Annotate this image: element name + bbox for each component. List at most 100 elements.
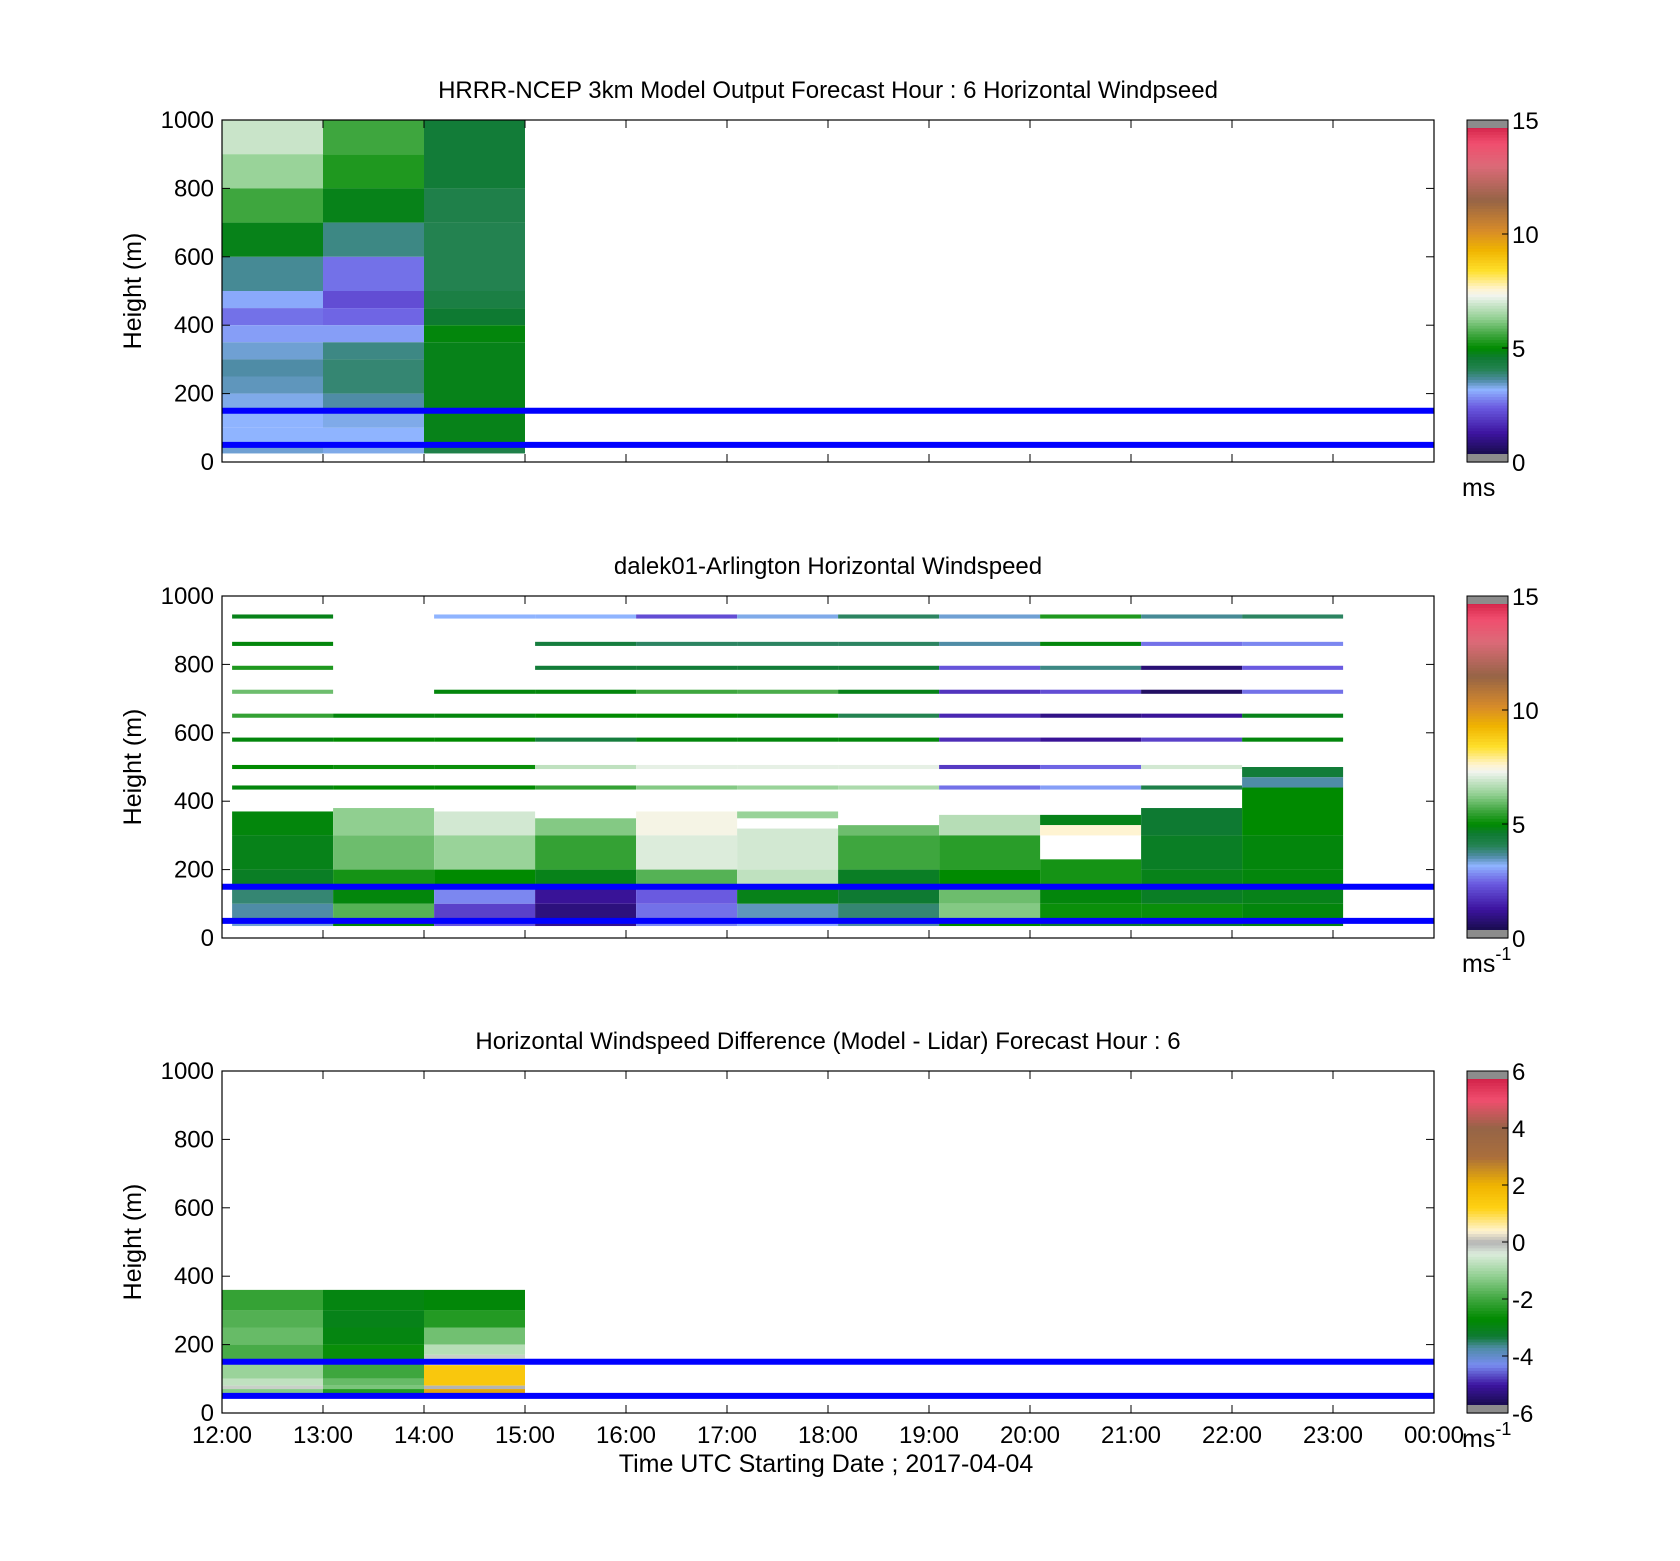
heatmap-cell xyxy=(222,1310,323,1328)
colorbar-segment xyxy=(1467,1350,1508,1354)
colorbar-segment xyxy=(1467,772,1508,777)
heatmap-cell xyxy=(737,869,839,887)
colorbar-tick-label: -2 xyxy=(1512,1287,1533,1314)
colorbar-segment xyxy=(1467,151,1508,155)
y-tick-label: 200 xyxy=(174,1332,214,1359)
heatmap-cell xyxy=(1141,665,1243,670)
heatmap-cell xyxy=(636,713,738,718)
colorbar-segment xyxy=(1467,755,1508,760)
colorbar-segment xyxy=(1467,236,1508,241)
heatmap-cell xyxy=(323,154,424,189)
heatmap-cell xyxy=(434,713,536,718)
colorbar-segment xyxy=(1467,262,1508,266)
colorbar-segment xyxy=(1467,410,1508,415)
panel-title: dalek01-Arlington Horizontal Windspeed xyxy=(614,553,1042,580)
heatmap-cell xyxy=(222,1361,323,1379)
colorbar-segment xyxy=(1467,615,1508,620)
y-tick-label: 600 xyxy=(174,720,214,747)
colorbar-segment xyxy=(1467,664,1508,668)
colorbar-segment xyxy=(1467,1353,1508,1357)
colorbar-segment xyxy=(1467,385,1508,389)
heatmap-cell xyxy=(1040,886,1142,904)
colorbar-segment xyxy=(1467,635,1508,640)
colorbar-segment xyxy=(1467,1261,1508,1266)
heatmap-cell xyxy=(222,393,323,411)
colorbar-segment xyxy=(1467,610,1508,614)
heatmap-cell xyxy=(939,614,1041,619)
heatmap-cell xyxy=(333,903,435,921)
colorbar-segment xyxy=(1467,786,1508,791)
colorbar-segment xyxy=(1467,906,1508,911)
heatmap-cell xyxy=(838,785,940,790)
colorbar-segment xyxy=(1467,276,1508,281)
colorbar-segment xyxy=(1467,707,1508,711)
colorbar-tick-label: 6 xyxy=(1512,1059,1525,1086)
heatmap-cell xyxy=(838,614,940,619)
colorbar-segment xyxy=(1467,915,1508,919)
heatmap-cell xyxy=(434,785,536,790)
heatmap-cell xyxy=(424,1327,525,1345)
colorbar-segment xyxy=(1467,1316,1508,1320)
colorbar-segment xyxy=(1467,319,1508,323)
heatmap-cell xyxy=(636,886,738,904)
heatmap-cell xyxy=(323,427,424,445)
colorbar-segment xyxy=(1467,1145,1508,1149)
heatmap-cell xyxy=(636,614,738,619)
colorbar-segment xyxy=(1467,450,1508,455)
y-tick-label: 1000 xyxy=(161,583,214,610)
colorbar-segment xyxy=(1467,424,1508,429)
colorbar-segment xyxy=(1467,653,1508,657)
heatmap-cell xyxy=(1141,903,1243,921)
colorbar-segment xyxy=(1467,259,1508,264)
colorbar-segment xyxy=(1467,778,1508,782)
heatmap-cell xyxy=(222,1385,323,1390)
heatmap-cell xyxy=(636,903,738,921)
heatmap-cell xyxy=(1141,808,1243,836)
colorbar-unit-label: ms xyxy=(1462,474,1495,502)
y-tick-label: 600 xyxy=(174,1195,214,1222)
colorbar-segment xyxy=(1467,1147,1508,1152)
heatmap-cell xyxy=(1040,814,1142,826)
colorbar-segment xyxy=(1467,661,1508,665)
colorbar-segment xyxy=(1467,1102,1508,1106)
colorbar-segment xyxy=(1467,767,1508,771)
colorbar-segment xyxy=(1467,670,1508,674)
panel-lidar: 0 200 400 600 800 1000 dalek01-Arlington Horiz… xyxy=(119,553,1539,978)
colorbar-segment xyxy=(1467,843,1508,848)
heatmap-cell xyxy=(434,903,536,921)
colorbar-segment xyxy=(1467,1393,1508,1397)
colorbar-segment xyxy=(1467,1159,1508,1163)
heatmap-cell xyxy=(535,818,637,836)
y-tick-label: 0 xyxy=(201,1400,214,1427)
colorbar-segment xyxy=(1467,325,1508,329)
colorbar-tick-label: 5 xyxy=(1512,336,1525,363)
heatmap-cell xyxy=(838,835,940,870)
colorbar-segment xyxy=(1467,1390,1508,1394)
colorbar: 0 5 10 15 ms-1 xyxy=(1462,584,1539,978)
heatmap-cell xyxy=(222,188,323,223)
colorbar-segment xyxy=(1467,382,1508,386)
heatmap-cell xyxy=(1040,641,1142,646)
colorbar-segment xyxy=(1467,256,1508,261)
colorbar-segment xyxy=(1467,801,1508,805)
colorbar-segment xyxy=(1467,214,1508,218)
colorbar-cap-top xyxy=(1467,596,1508,604)
colorbar-segment xyxy=(1467,1276,1508,1280)
colorbar-segment xyxy=(1467,1287,1508,1292)
colorbar-segment xyxy=(1467,405,1508,409)
colorbar-segment xyxy=(1467,812,1508,817)
colorbar-segment xyxy=(1467,1381,1508,1386)
colorbar-segment xyxy=(1467,1156,1508,1160)
heatmap-cell xyxy=(737,737,839,742)
colorbar-segment xyxy=(1467,1318,1508,1323)
x-tick-label: 18:00 xyxy=(798,1422,858,1449)
colorbar-segment xyxy=(1467,1099,1508,1103)
colorbar-segment xyxy=(1467,1395,1508,1400)
colorbar-segment xyxy=(1467,829,1508,834)
colorbar-segment xyxy=(1467,858,1508,862)
panel-difference: 12:00 13:00 14:00 15:00 16:00 17:00 18:00 19:00… xyxy=(119,1028,1533,1453)
colorbar-segment xyxy=(1467,367,1508,372)
colorbar-segment xyxy=(1467,1204,1508,1209)
colorbar-segment xyxy=(1467,1327,1508,1331)
colorbar-segment xyxy=(1467,804,1508,808)
